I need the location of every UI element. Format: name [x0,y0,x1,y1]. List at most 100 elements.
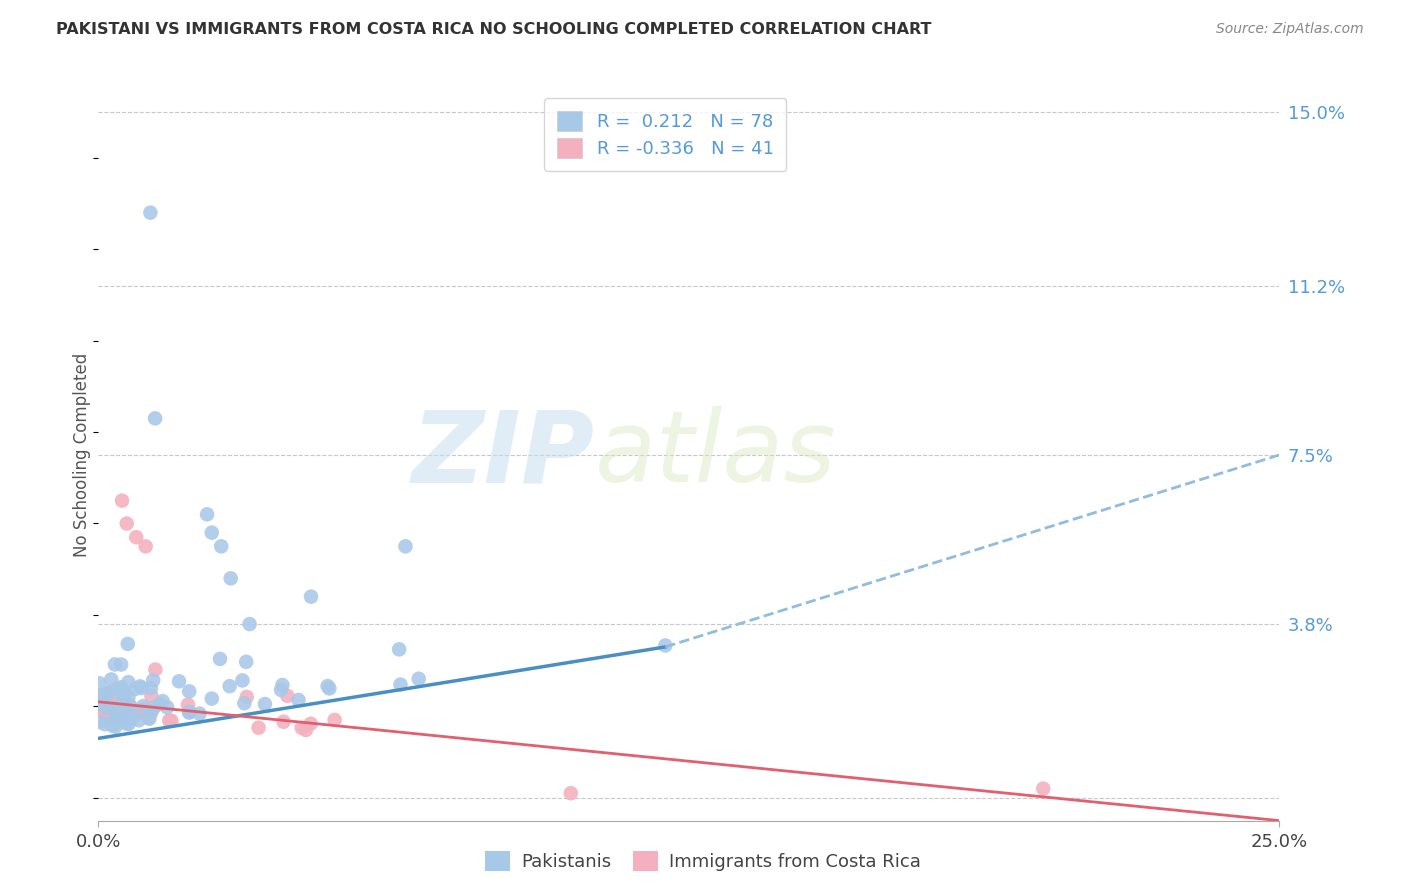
Point [100,673,122,687]
Point [110,657,132,672]
Point [160,714,183,728]
Point [111,687,134,701]
Point [139,705,162,719]
Point [104,720,127,734]
Point [142,700,165,714]
Point [100,705,122,719]
Point [235,655,257,669]
Point [287,693,309,707]
Point [135,539,157,553]
Point [235,690,257,704]
Point [167,674,190,689]
Point [132,698,155,713]
Point [394,539,416,553]
Point [139,681,162,695]
Y-axis label: No Schooling Completed: No Schooling Completed [73,353,91,557]
Point [105,681,128,696]
Point [152,694,174,708]
Point [120,700,142,714]
Point [201,525,224,540]
Point [156,700,179,714]
Point [111,695,134,709]
Point [101,701,124,715]
Point [295,723,318,737]
Point [94,688,117,702]
Point [115,716,138,731]
Point [388,642,411,657]
Point [219,571,242,585]
Point [96,695,118,709]
Point [89,703,111,717]
Point [117,717,139,731]
Point [318,681,340,696]
Point [97,709,120,723]
Point [143,411,166,425]
Point [117,712,139,726]
Point [134,706,156,721]
Point [96,701,118,715]
Point [654,639,676,653]
Point [299,716,322,731]
Point [96,685,118,699]
Point [115,516,138,531]
Point [105,706,128,720]
Point [108,709,131,723]
Point [90,689,112,703]
Point [114,686,136,700]
Text: Source: ZipAtlas.com: Source: ZipAtlas.com [1216,22,1364,37]
Point [122,710,145,724]
Point [138,711,160,725]
Point [89,689,111,703]
Point [208,652,231,666]
Point [253,697,276,711]
Point [117,637,139,651]
Point [270,682,292,697]
Point [201,691,224,706]
Point [101,719,124,733]
Text: ZIP: ZIP [412,407,595,503]
Point [299,590,322,604]
Point [218,679,240,693]
Point [177,698,200,712]
Point [195,508,218,522]
Point [97,693,120,707]
Legend: R =  0.212   N = 78, R = -0.336   N = 41: R = 0.212 N = 78, R = -0.336 N = 41 [544,98,786,170]
Point [117,675,139,690]
Point [291,721,314,735]
Point [231,673,253,688]
Point [96,708,118,723]
Point [111,493,134,508]
Point [188,706,211,721]
Point [141,705,163,719]
Point [112,690,135,704]
Point [209,539,232,553]
Point [128,714,150,728]
Point [560,786,582,800]
Point [239,617,262,632]
Point [125,530,148,544]
Point [124,681,146,696]
Point [142,673,165,688]
Point [1032,781,1054,796]
Point [90,699,112,714]
Point [179,705,201,719]
Point [134,702,156,716]
Point [94,706,117,720]
Point [94,717,117,731]
Point [110,680,132,694]
Point [111,706,134,721]
Point [247,721,270,735]
Point [89,676,111,690]
Point [135,706,157,720]
Point [131,681,153,695]
Point [233,696,256,710]
Point [316,679,339,693]
Text: PAKISTANI VS IMMIGRANTS FROM COSTA RICA NO SCHOOLING COMPLETED CORRELATION CHART: PAKISTANI VS IMMIGRANTS FROM COSTA RICA … [56,22,932,37]
Point [138,712,160,726]
Point [93,698,115,712]
Point [117,690,139,705]
Legend: Pakistanis, Immigrants from Costa Rica: Pakistanis, Immigrants from Costa Rica [478,844,928,879]
Point [276,689,298,703]
Point [179,684,201,698]
Point [100,699,122,714]
